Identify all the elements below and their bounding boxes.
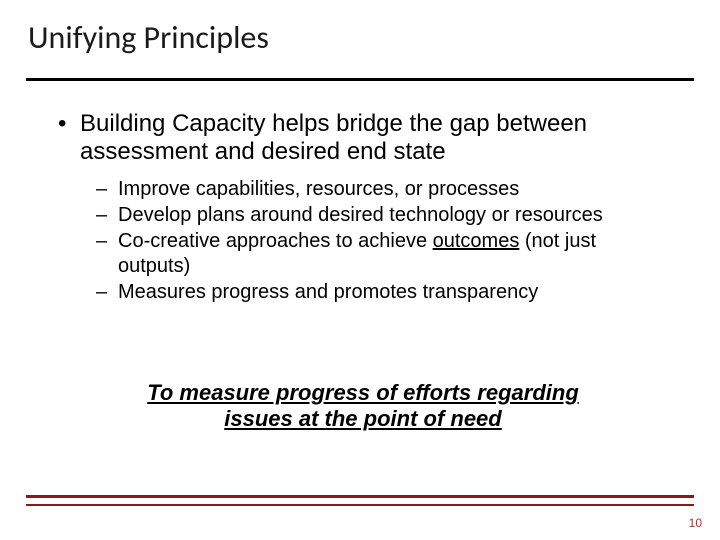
sub-bullet: –Develop plans around desired technology… — [96, 203, 668, 227]
sub-bullet-marker: – — [96, 280, 118, 304]
sub-bullet-pre: Co-creative approaches to achieve — [118, 230, 433, 252]
sub-bullet-text: Develop plans around desired technology … — [118, 203, 638, 227]
summary-line-2: issues at the point of need — [224, 406, 501, 431]
sub-bullet-list: –Improve capabilities, resources, or pro… — [96, 177, 668, 305]
bullet-main: •Building Capacity helps bridge the gap … — [58, 110, 668, 167]
content-area: •Building Capacity helps bridge the gap … — [58, 110, 668, 307]
sub-bullet-text: Measures progress and promotes transpare… — [118, 280, 638, 304]
summary-statement: To measure progress of efforts regarding… — [58, 380, 668, 433]
slide: Unifying Principles •Building Capacity h… — [0, 0, 720, 540]
sub-bullet-text: Co-creative approaches to achieve outcom… — [118, 229, 638, 278]
page-number: 10 — [689, 516, 702, 530]
sub-bullet-underlined: outcomes — [433, 230, 520, 252]
title-underline-rule — [26, 78, 694, 81]
sub-bullet-text: Improve capabilities, resources, or proc… — [118, 177, 638, 201]
slide-title: Unifying Principles — [28, 18, 269, 57]
footer-rule-thin — [26, 504, 694, 506]
sub-bullet-marker: – — [96, 177, 118, 201]
sub-bullet-marker: – — [96, 229, 118, 253]
summary-line-1: To measure progress of efforts regarding — [147, 380, 579, 405]
sub-bullet: –Measures progress and promotes transpar… — [96, 280, 668, 304]
footer-rule-thick — [26, 495, 694, 498]
bullet-marker: • — [58, 110, 80, 138]
sub-bullet: –Improve capabilities, resources, or pro… — [96, 177, 668, 201]
sub-bullet: –Co-creative approaches to achieve outco… — [96, 229, 668, 278]
sub-bullet-marker: – — [96, 203, 118, 227]
bullet-text: Building Capacity helps bridge the gap b… — [80, 110, 660, 167]
